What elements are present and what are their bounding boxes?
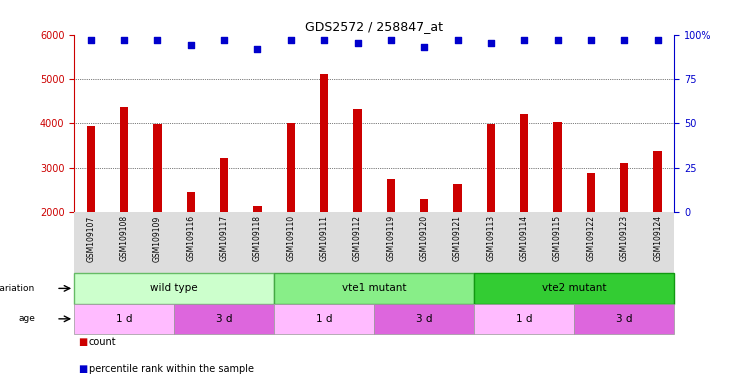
Bar [74,304,174,334]
Text: GSM109122: GSM109122 [586,215,596,261]
Text: GSM109116: GSM109116 [186,215,196,262]
Point [119,37,130,43]
Bar [474,304,574,334]
Point [385,37,397,43]
Text: ■: ■ [78,364,87,374]
Point [652,37,664,43]
Point [151,37,163,43]
Text: GSM109107: GSM109107 [86,215,96,262]
Bar [574,304,674,334]
Bar [654,151,662,212]
Bar [387,179,395,212]
Point [551,37,563,43]
Bar [274,304,374,334]
Text: GSM109120: GSM109120 [419,215,429,262]
Point [618,37,630,43]
Text: GSM109117: GSM109117 [219,215,229,262]
Text: percentile rank within the sample: percentile rank within the sample [89,364,254,374]
Text: GSM109114: GSM109114 [519,215,529,262]
Bar [74,273,274,304]
Point [451,37,464,43]
Point [285,37,296,43]
Bar [620,163,628,212]
Bar [487,124,495,212]
Bar [120,106,128,212]
Text: ■: ■ [78,337,87,347]
Bar [187,192,195,212]
Bar [374,304,474,334]
Point [85,37,96,43]
Text: vte2 mutant: vte2 mutant [542,283,607,293]
Text: GSM109124: GSM109124 [653,215,662,262]
Text: GSM109118: GSM109118 [253,215,262,261]
Bar [153,124,162,212]
Point [251,46,264,52]
Text: 1 d: 1 d [316,314,333,324]
Bar [253,207,262,212]
Text: 3 d: 3 d [616,314,633,324]
Text: count: count [89,337,116,347]
Text: genotype/variation: genotype/variation [0,284,35,293]
Bar [174,304,274,334]
Point [418,44,430,50]
Text: GSM109121: GSM109121 [453,215,462,261]
Text: GSM109119: GSM109119 [386,215,396,262]
Text: GSM109110: GSM109110 [286,215,296,262]
Text: GSM109108: GSM109108 [119,215,129,262]
Bar [353,109,362,212]
Bar [474,273,674,304]
Text: GSM109115: GSM109115 [553,215,562,262]
Point [185,42,197,48]
Point [519,37,531,43]
Text: 1 d: 1 d [516,314,533,324]
Text: GSM109113: GSM109113 [486,215,496,262]
Text: 1 d: 1 d [116,314,133,324]
Point [485,40,496,46]
Bar [274,273,474,304]
Bar [87,126,95,212]
Text: 3 d: 3 d [416,314,433,324]
Bar [420,199,428,212]
Text: GSM109109: GSM109109 [153,215,162,262]
Bar [587,173,595,212]
Text: age: age [19,314,35,323]
Point [319,37,330,43]
Bar [287,123,295,212]
Text: vte1 mutant: vte1 mutant [342,283,407,293]
Bar [220,158,228,212]
Bar [554,122,562,212]
Bar [453,184,462,212]
Text: 3 d: 3 d [216,314,233,324]
Bar [520,114,528,212]
Text: wild type: wild type [150,283,198,293]
Text: GSM109123: GSM109123 [619,215,629,262]
Title: GDS2572 / 258847_at: GDS2572 / 258847_at [305,20,443,33]
Point [352,40,364,46]
Bar [320,74,328,212]
Point [585,37,597,43]
Point [218,37,230,43]
Text: GSM109111: GSM109111 [319,215,329,261]
Text: GSM109112: GSM109112 [353,215,362,261]
